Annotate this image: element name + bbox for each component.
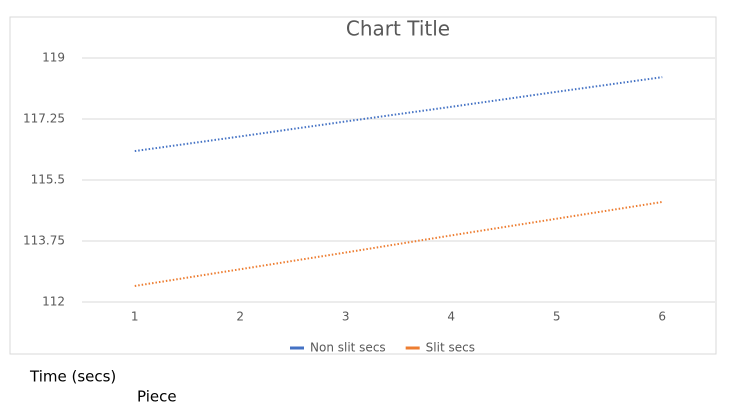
x-tick-label: 4 [447,310,455,324]
chart-border [9,16,717,355]
x-tick-label: 6 [658,310,666,324]
x-tick-label: 1 [131,310,139,324]
y-tick-label: 117.25 [23,112,65,126]
y-axis-label: Time (secs) [29,368,116,386]
y-tick-label: 112 [42,295,65,309]
legend-label: Non slit secs [310,341,386,355]
y-tick-label: 113.75 [23,234,65,248]
series-line [134,200,663,287]
series-line [134,76,663,153]
x-tick-label: 3 [342,310,350,324]
chart-title: Chart Title [346,17,450,41]
y-tick-label: 115.5 [31,173,65,187]
x-tick-label: 2 [236,310,244,324]
x-tick-label: 5 [553,310,561,324]
legend-label: Slit secs [426,341,475,355]
x-axis-label: Piece [137,388,177,402]
y-tick-label: 119 [42,51,65,65]
